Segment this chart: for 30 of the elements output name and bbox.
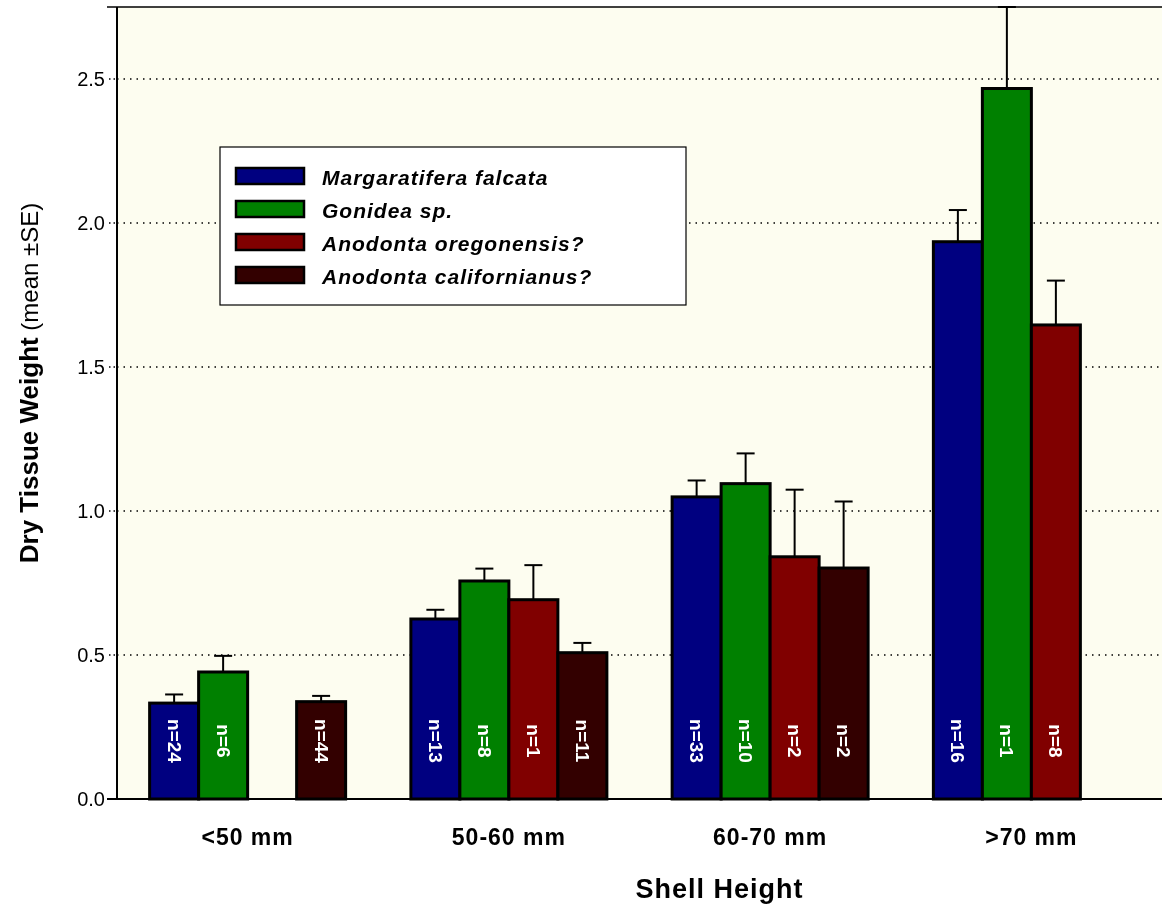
y-tick-label: 2.5 <box>77 68 105 90</box>
annotation: n=33 <box>686 719 708 763</box>
annotation: n=2 <box>833 724 855 758</box>
y-axis-title: Dry Tissue Weight (mean ±SE) <box>14 202 44 564</box>
y-tick-label: 0.5 <box>77 644 105 666</box>
annotation: n=8 <box>473 724 495 758</box>
annotation: n=44 <box>310 719 332 764</box>
annotation: n=1 <box>522 724 544 759</box>
x-tick-label: <50 mm <box>201 824 294 850</box>
x-tick-label: >70 mm <box>985 824 1078 850</box>
x-tick-label: 60-70 mm <box>713 824 828 850</box>
annotation: n=8 <box>1045 724 1067 758</box>
legend-label: Margaratifera falcata <box>322 165 549 189</box>
annotation: n=1 <box>996 724 1018 759</box>
annotation: n=11 <box>571 719 593 763</box>
annotation: n=16 <box>947 719 969 763</box>
x-tick-label: 50-60 mm <box>451 824 566 850</box>
y-tick-label: 1.5 <box>77 356 105 378</box>
x-axis-title: Shell Height <box>635 874 804 904</box>
annotation: n=2 <box>784 724 806 758</box>
annotation: n=6 <box>212 724 234 758</box>
legend-label: Gonidea sp. <box>322 198 454 222</box>
legend-label: Anodonta oregonensis? <box>321 231 585 255</box>
annotation: n=24 <box>163 719 185 764</box>
y-tick-label: 1.0 <box>77 500 105 522</box>
annotation: n=13 <box>424 719 446 763</box>
y-tick-label: 2.0 <box>77 212 105 234</box>
legend-label: Anodonta californianus? <box>321 264 593 288</box>
annotation: n=10 <box>735 719 757 763</box>
y-tick-label: 0.0 <box>77 788 105 810</box>
